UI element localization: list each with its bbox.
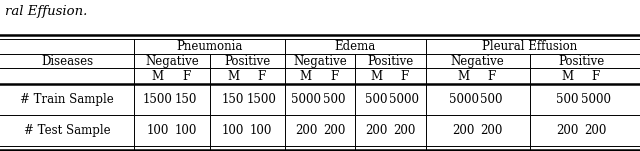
Text: 100: 100 bbox=[250, 124, 273, 137]
Text: # Train Sample: # Train Sample bbox=[20, 93, 114, 106]
Text: F: F bbox=[257, 70, 266, 83]
Text: 200: 200 bbox=[584, 124, 607, 137]
Text: 200: 200 bbox=[556, 124, 579, 137]
Text: 100: 100 bbox=[147, 124, 169, 137]
Text: 200: 200 bbox=[481, 124, 503, 137]
Text: 5000: 5000 bbox=[390, 93, 419, 106]
Text: 150: 150 bbox=[222, 93, 244, 106]
Text: 200: 200 bbox=[365, 124, 387, 137]
Text: F: F bbox=[401, 70, 408, 83]
Text: 200: 200 bbox=[323, 124, 345, 137]
Text: 200: 200 bbox=[394, 124, 415, 137]
Text: Positive: Positive bbox=[559, 55, 605, 67]
Text: Positive: Positive bbox=[367, 55, 413, 67]
Text: M: M bbox=[561, 70, 573, 83]
Text: 100: 100 bbox=[222, 124, 244, 137]
Text: Negative: Negative bbox=[293, 55, 347, 67]
Text: 500: 500 bbox=[556, 93, 579, 106]
Text: # Test Sample: # Test Sample bbox=[24, 124, 111, 137]
Text: 5000: 5000 bbox=[449, 93, 479, 106]
Text: M: M bbox=[227, 70, 239, 83]
Text: M: M bbox=[300, 70, 312, 83]
Text: 1500: 1500 bbox=[143, 93, 173, 106]
Text: Edema: Edema bbox=[335, 40, 376, 53]
Text: 1500: 1500 bbox=[246, 93, 276, 106]
Text: F: F bbox=[591, 70, 600, 83]
Text: 500: 500 bbox=[365, 93, 388, 106]
Text: M: M bbox=[152, 70, 164, 83]
Text: 500: 500 bbox=[323, 93, 346, 106]
Text: Pneumonia: Pneumonia bbox=[177, 40, 243, 53]
Text: ral Effusion.: ral Effusion. bbox=[5, 5, 88, 18]
Text: 100: 100 bbox=[175, 124, 197, 137]
Text: 5000: 5000 bbox=[291, 93, 321, 106]
Text: Pleural Effusion: Pleural Effusion bbox=[482, 40, 577, 53]
Text: 200: 200 bbox=[295, 124, 317, 137]
Text: M: M bbox=[458, 70, 470, 83]
Text: Diseases: Diseases bbox=[41, 55, 93, 68]
Text: F: F bbox=[182, 70, 190, 83]
Text: Negative: Negative bbox=[145, 55, 199, 67]
Text: 500: 500 bbox=[481, 93, 503, 106]
Text: 150: 150 bbox=[175, 93, 197, 106]
Text: M: M bbox=[371, 70, 382, 83]
Text: 200: 200 bbox=[452, 124, 475, 137]
Text: Negative: Negative bbox=[451, 55, 504, 67]
Text: Positive: Positive bbox=[224, 55, 270, 67]
Text: F: F bbox=[488, 70, 496, 83]
Text: 5000: 5000 bbox=[580, 93, 611, 106]
Text: F: F bbox=[330, 70, 338, 83]
